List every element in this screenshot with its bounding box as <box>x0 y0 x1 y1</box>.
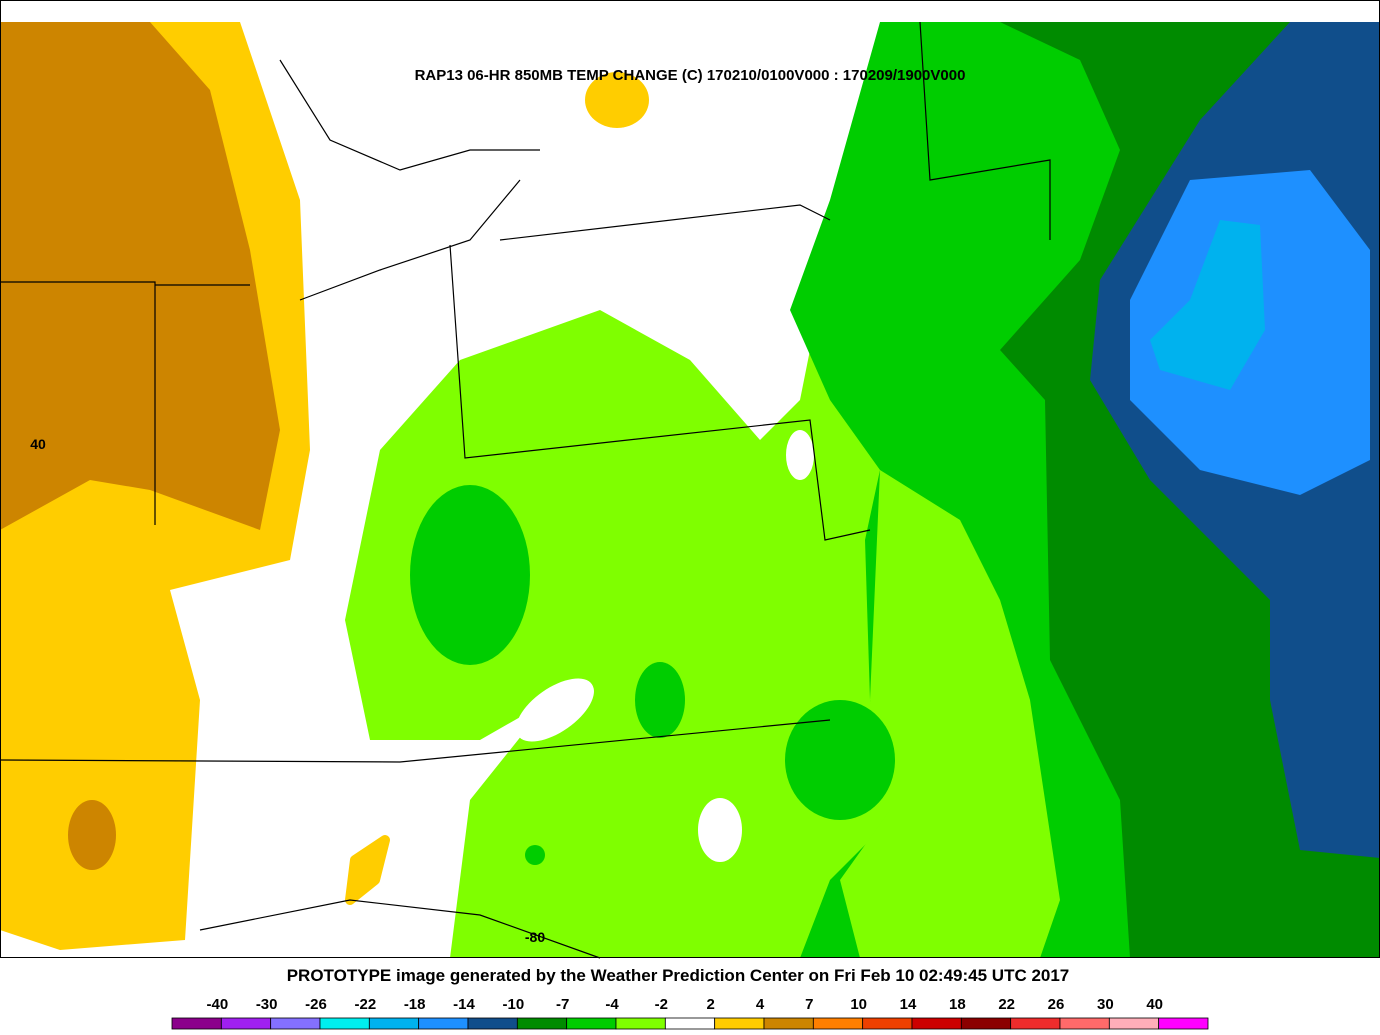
boundaries <box>0 21 1051 959</box>
legend-tick-label: -7 <box>556 996 569 1013</box>
cooling-area <box>410 485 530 665</box>
latitude-label: 40 <box>30 436 46 452</box>
footer: PROTOTYPE image generated by the Weather… <box>287 966 1070 985</box>
legend-tick-label: 30 <box>1097 996 1114 1013</box>
legend-tick-label: 14 <box>900 996 917 1013</box>
no-change-area <box>516 678 594 742</box>
legend-swatch <box>418 1017 469 1030</box>
legend-tick-label: -10 <box>502 996 524 1013</box>
legend-tick-label: -40 <box>206 996 228 1013</box>
legend-tick-label: -4 <box>605 996 619 1013</box>
longitude-label: -80 <box>525 929 545 945</box>
legend-tick-label: -18 <box>404 996 426 1013</box>
legend-swatch <box>270 1017 321 1030</box>
legend-swatch <box>911 1017 962 1030</box>
cooling-area <box>525 845 545 865</box>
legend-tick-label: -26 <box>305 996 327 1013</box>
legend-swatch <box>1108 1017 1160 1030</box>
legend-swatch <box>960 1017 1012 1030</box>
legend-tick-label: 40 <box>1146 996 1163 1013</box>
legend-tick-label: 7 <box>805 996 813 1013</box>
state-border <box>0 281 250 525</box>
cooling-area <box>635 662 685 738</box>
legend-swatch <box>862 1017 913 1030</box>
warming-area <box>68 800 116 870</box>
legend-tick-label: -14 <box>453 996 475 1013</box>
legend-tick-label: 18 <box>949 996 966 1013</box>
legend-swatch <box>714 1017 765 1030</box>
no-change-area <box>786 430 814 480</box>
legend-swatch <box>812 1017 864 1030</box>
legend-tick-label: 26 <box>1048 996 1065 1013</box>
legend: -40 -30 -26 -22 -18 -14 -10 -7 -4 -2 2 4 7 10 14 18 22 26… <box>171 996 1209 1030</box>
warming-area <box>0 22 280 530</box>
legend-tick-label: -2 <box>655 996 668 1013</box>
legend-tick-label: 2 <box>706 996 714 1013</box>
legend-swatch <box>467 1017 518 1030</box>
legend-swatch <box>171 1017 222 1030</box>
cooling-area <box>785 700 895 820</box>
lake-shore <box>279 59 540 301</box>
cooling-area <box>840 470 1060 958</box>
legend-tick-label: 22 <box>998 996 1015 1013</box>
map-title: RAP13 06-HR 850MB TEMP CHANGE (C) 170210… <box>415 67 966 84</box>
map: 40 -80 RAP13 06-HR 850MB TEMP CHANGE (C)… <box>0 0 1380 959</box>
legend-swatch <box>220 1017 272 1030</box>
legend-swatch <box>763 1017 814 1030</box>
legend-swatch <box>516 1017 568 1030</box>
state-border <box>0 719 831 959</box>
legend-swatch <box>664 1017 716 1030</box>
legend-tick-label: -30 <box>256 996 278 1013</box>
legend-swatch <box>319 1017 370 1030</box>
legend-tick-label: 4 <box>756 996 765 1013</box>
state-border <box>919 21 1051 240</box>
state-border <box>449 204 871 541</box>
legend-swatch <box>368 1017 420 1030</box>
legend-tick-label: 10 <box>850 996 867 1013</box>
legend-swatch <box>566 1017 617 1030</box>
warming-area <box>585 72 649 128</box>
no-change-area <box>698 798 742 862</box>
legend-tick-label: -22 <box>354 996 376 1013</box>
legend-swatch <box>1059 1017 1110 1030</box>
legend-swatch <box>1010 1017 1061 1030</box>
legend-swatch <box>1158 1017 1209 1030</box>
legend-swatch <box>615 1017 666 1030</box>
cooling-area <box>1150 220 1265 390</box>
